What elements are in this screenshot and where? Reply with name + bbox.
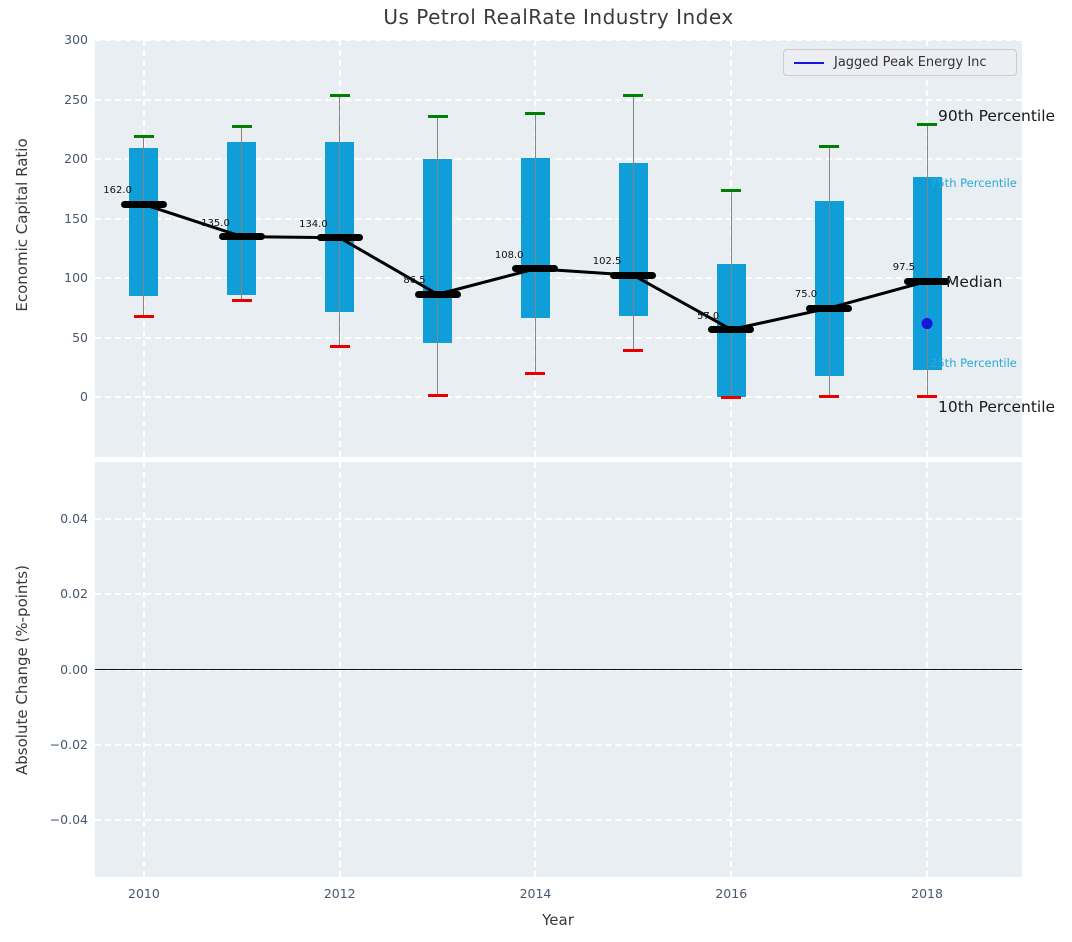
legend-label: Jagged Peak Energy Inc — [834, 55, 987, 70]
gridline-horizontal — [95, 217, 1022, 220]
x-axis-label: Year — [542, 911, 574, 929]
top-ytick-label: 50 — [72, 329, 88, 345]
xtick-label: 2018 — [911, 886, 943, 901]
top-plot-panel — [95, 40, 1022, 457]
legend-line-swatch-icon — [794, 61, 824, 64]
gridline-horizontal — [95, 40, 1022, 41]
bottom-ytick-label: −0.02 — [49, 736, 88, 752]
xtick-label: 2010 — [128, 886, 160, 901]
xtick-label: 2016 — [715, 886, 748, 901]
top-y-axis-label: Economic Capital Ratio — [13, 138, 31, 312]
bottom-ytick-label: 0.04 — [60, 510, 88, 526]
top-ytick-label: 200 — [64, 151, 88, 167]
legend: Jagged Peak Energy Inc — [783, 49, 1017, 76]
bottom-ytick-label: 0.02 — [60, 586, 88, 602]
gridline-horizontal — [95, 158, 1022, 161]
top-ytick-label: 0 — [80, 389, 88, 405]
top-ytick-label: 100 — [64, 270, 88, 286]
gridline-horizontal — [95, 819, 1022, 822]
top-ytick-label: 300 — [64, 32, 88, 47]
xtick-label: 2014 — [519, 886, 552, 901]
top-ytick-label: 250 — [64, 91, 88, 107]
gridline-vertical — [338, 40, 341, 457]
gridline-vertical — [142, 40, 145, 457]
gridline-horizontal — [95, 336, 1022, 339]
chart-title: Us Petrol RealRate Industry Index — [383, 5, 734, 29]
top-ytick-label: 150 — [64, 210, 88, 226]
bottom-y-axis-label: Absolute Change (%-points) — [13, 565, 31, 775]
bottom-ytick-label: 0.00 — [60, 661, 88, 677]
gridline-vertical — [534, 40, 537, 457]
bottom-ytick-label: −0.04 — [49, 812, 88, 828]
gridline-horizontal — [95, 517, 1022, 520]
bottom-plot-panel — [95, 462, 1022, 877]
gridline-horizontal — [95, 396, 1022, 399]
gridline-horizontal — [95, 98, 1022, 101]
gridline-horizontal — [95, 593, 1022, 596]
xtick-label: 2012 — [323, 886, 356, 901]
gridline-horizontal — [95, 277, 1022, 280]
gridline-horizontal — [95, 743, 1022, 746]
gridline-vertical — [926, 40, 929, 457]
gridline-vertical — [730, 40, 733, 457]
zero-reference-line — [95, 668, 1022, 671]
